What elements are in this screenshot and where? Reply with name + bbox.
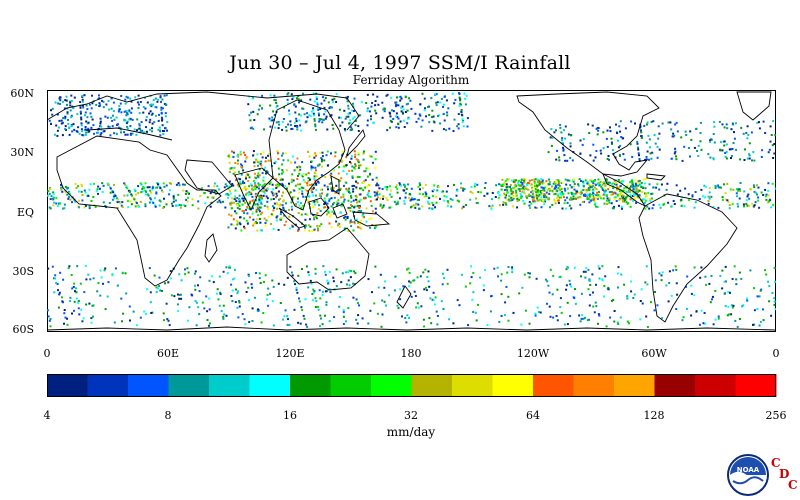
colorbar-swatch xyxy=(209,374,250,397)
map-title: Jun 30 – Jul 4, 1997 SSM/I Rainfall xyxy=(229,52,571,74)
map-canvas xyxy=(47,90,776,332)
colorbar xyxy=(47,374,777,397)
coastlines xyxy=(47,91,776,331)
colorbar-swatch xyxy=(371,374,412,397)
cbar-label-16: 16 xyxy=(283,409,297,422)
colorbar-swatch xyxy=(735,374,777,397)
noaa-logo: NOAA xyxy=(727,454,769,496)
colorbar-swatch xyxy=(533,374,574,397)
lat-label-60n: 60N xyxy=(10,87,34,100)
colorbar-swatch xyxy=(330,374,372,397)
cdc-letter-c2: C xyxy=(788,478,798,492)
colorbar-swatch xyxy=(654,374,696,397)
lon-label-0: 0 xyxy=(43,347,51,360)
map-subtitle: Ferriday Algorithm xyxy=(352,73,470,87)
map-frame xyxy=(47,90,776,332)
colorbar-swatch xyxy=(47,374,88,397)
colorbar-swatch xyxy=(87,374,129,397)
cbar-label-256: 256 xyxy=(765,409,787,422)
lon-label-180: 180 xyxy=(400,347,422,360)
colorbar-swatch xyxy=(492,374,534,397)
lat-label-30n: 30N xyxy=(10,146,34,159)
colorbar-swatch xyxy=(411,374,453,397)
colorbar-swatch xyxy=(573,374,615,397)
lon-label-120e: 120E xyxy=(275,347,305,360)
cbar-label-32: 32 xyxy=(404,409,418,422)
rainfall-map xyxy=(47,90,776,332)
lon-label-120w: 120W xyxy=(516,347,550,360)
cbar-label-4: 4 xyxy=(43,409,51,422)
cbar-label-8: 8 xyxy=(164,409,172,422)
colorbar-swatch xyxy=(168,374,210,397)
cdc-letter-d: D xyxy=(779,467,790,481)
colorbar-swatch xyxy=(614,374,655,397)
colorbar-swatch xyxy=(452,374,493,397)
lat-label-60s: 60S xyxy=(12,323,34,336)
lat-label-eq: EQ xyxy=(16,206,34,219)
colorbar-swatch xyxy=(695,374,736,397)
lon-label-60e: 60E xyxy=(156,347,180,360)
noaa-logo-text: NOAA xyxy=(737,466,760,474)
lon-label-60w: 60W xyxy=(641,347,667,360)
colorbar-swatch xyxy=(290,374,331,397)
cbar-label-64: 64 xyxy=(526,409,540,422)
colorbar-swatch xyxy=(249,374,291,397)
colorbar-units: mm/day xyxy=(386,425,436,439)
colorbar-swatch xyxy=(128,374,169,397)
lat-label-30s: 30S xyxy=(12,265,34,278)
cbar-label-128: 128 xyxy=(643,409,665,422)
colorbar-frame xyxy=(47,374,776,397)
lon-label-0-end: 0 xyxy=(772,347,780,360)
cdc-letter-c1: C xyxy=(771,456,781,470)
